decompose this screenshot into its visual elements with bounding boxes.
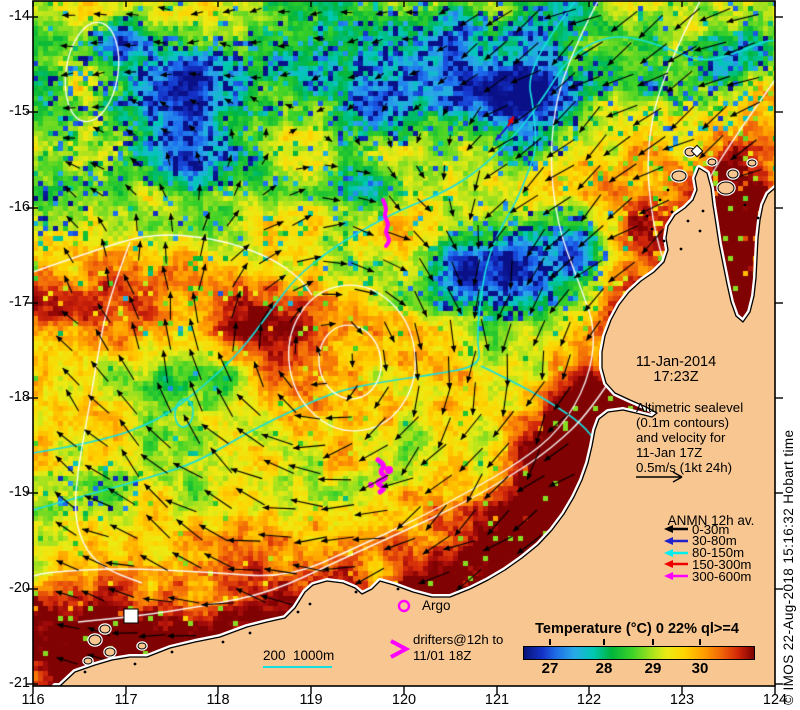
map-date: 11-Jan-2014 <box>635 354 717 370</box>
colorbar-tick <box>699 639 701 645</box>
islet-speck <box>83 670 87 674</box>
islet-speck <box>743 203 747 207</box>
island-no-data <box>123 608 139 624</box>
altimetric-note-line: (0.1m contours) <box>636 415 730 430</box>
x-axis-tick-label: 118 <box>206 692 230 708</box>
colorbar-tick-label: 27 <box>541 660 559 677</box>
mooring-depth-arrow-icon <box>664 560 688 569</box>
islet-speck <box>308 602 312 606</box>
island <box>99 624 111 634</box>
altimetric-note-line: 0.5m/s (1kt 24h) <box>636 460 733 475</box>
islet-speck <box>396 587 400 591</box>
temperature-colorbar <box>523 646 755 660</box>
islet-speck <box>296 610 300 614</box>
mooring-depth-arrow-icon <box>664 548 688 557</box>
colorbar-tick <box>603 639 605 645</box>
anmn-depth-label: 300-600m <box>692 568 752 584</box>
x-axis-tick-label: 123 <box>669 692 695 708</box>
anmn-legend-entry: 0-30m <box>664 521 730 537</box>
depth-scale-label-200: 200 <box>263 648 286 663</box>
colorbar-tick-label: 28 <box>595 660 613 677</box>
altimetric-note-line: and velocity for <box>636 430 726 445</box>
y-axis-tick-label: -14 <box>9 8 30 24</box>
altimetric-note-line: 11-Jan 17Z <box>636 445 703 460</box>
mooring-depth-arrow-icon <box>664 536 688 545</box>
x-axis-tick-label: 122 <box>576 692 602 708</box>
colorbar-tick-label: 30 <box>691 660 709 677</box>
islet-speck <box>170 650 174 654</box>
mooring-depth-arrow-icon <box>664 572 688 581</box>
y-axis-tick-label: -20 <box>9 580 30 596</box>
islet-speck <box>133 662 137 666</box>
anmn-depth-label: 80-150m <box>692 545 745 561</box>
argo-marker-icon <box>397 599 411 613</box>
credit-text: © IMOS 22-Aug-2018 15:16:32 Hobart time <box>781 429 796 705</box>
drifter-label-line2: 11/01 18Z <box>413 648 472 663</box>
island <box>104 647 116 657</box>
island <box>83 657 93 665</box>
anmn-legend-entry: 300-600m <box>664 568 752 584</box>
y-axis-tick-label: -21 <box>9 675 30 691</box>
anmn-legend-entry: 150-300m <box>664 556 752 572</box>
y-axis-tick-label: -15 <box>9 103 30 119</box>
anmn-legend-entry: 30-80m <box>664 533 737 549</box>
anmn-depth-label: 0-30m <box>692 521 730 537</box>
altimetric-note: Altimetric sealevel (0.1m contours) and ve… <box>636 400 743 475</box>
x-axis-tick-label: 124 <box>762 692 788 708</box>
islet-speck <box>650 227 654 231</box>
anmn-legend-title: ANMN 12h av. <box>667 513 755 528</box>
islet-speck <box>701 209 705 213</box>
islet-speck <box>658 198 662 202</box>
map-time: 17:23Z <box>653 369 699 385</box>
islet-speck <box>221 640 225 644</box>
anmn-depth-label: 150-300m <box>692 556 752 572</box>
mooring-depth-arrow-icon <box>664 525 688 533</box>
land-region <box>54 167 775 686</box>
colorbar-title: Temperature (°C) 0 22% ql>=4 <box>535 621 739 637</box>
islet-speck <box>666 188 670 192</box>
anmn-depth-label: 30-80m <box>692 533 737 549</box>
island <box>717 181 735 195</box>
depth-scale-label-1000: 1000m <box>293 648 335 663</box>
y-axis-tick-label: -16 <box>9 199 30 215</box>
y-axis-tick-label: -17 <box>9 294 30 310</box>
altimetric-note-line: Altimetric sealevel <box>636 400 744 415</box>
anmn-legend-entry: 80-150m <box>664 545 745 561</box>
argo-label: Argo <box>422 598 451 613</box>
islet-speck <box>248 631 252 635</box>
island <box>137 642 147 650</box>
island <box>671 170 687 182</box>
islet-speck <box>662 239 666 243</box>
islet-speck <box>354 590 358 594</box>
islet-speck <box>686 219 690 223</box>
drifter-label-line1: drifters@12h to <box>413 632 504 647</box>
islet-speck <box>670 210 674 214</box>
x-axis-tick-label: 120 <box>391 692 417 708</box>
colorbar-tick <box>652 639 654 645</box>
island <box>707 158 717 166</box>
velocity-reference-arrowhead-icon <box>672 471 683 483</box>
islet-speck <box>698 229 702 233</box>
x-axis-tick-label: 119 <box>299 692 323 708</box>
x-axis-tick-label: 117 <box>114 692 138 708</box>
island <box>88 634 102 646</box>
drifter-label: drifters@12h to 11/01 18Z <box>413 632 503 664</box>
colorbar-tick-label: 29 <box>644 660 662 677</box>
colorbar-tick <box>549 639 551 645</box>
island <box>727 169 739 179</box>
mooring-site-diamond-icon <box>690 144 704 158</box>
island <box>747 159 757 167</box>
islet-speck <box>679 247 683 251</box>
drifter-marker-icon <box>390 639 411 659</box>
y-axis-tick-label: -19 <box>9 484 30 500</box>
islet-speck <box>645 214 649 218</box>
x-axis-tick-label: 121 <box>484 692 510 708</box>
y-axis-tick-label: -18 <box>9 389 30 405</box>
islet-speck <box>756 216 760 220</box>
x-axis-tick-label: 116 <box>21 692 45 708</box>
